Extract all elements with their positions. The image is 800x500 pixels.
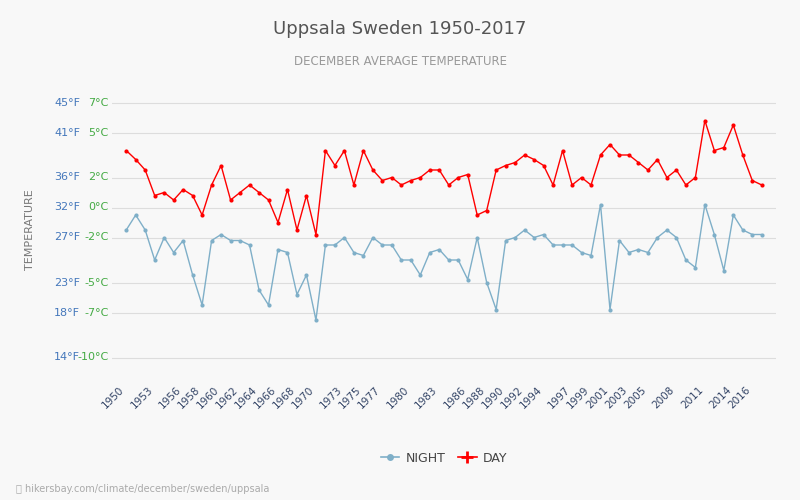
Text: 32°F: 32°F (54, 202, 80, 212)
Text: DECEMBER AVERAGE TEMPERATURE: DECEMBER AVERAGE TEMPERATURE (294, 55, 506, 68)
Text: 36°F: 36°F (54, 172, 80, 182)
Text: 2°C: 2°C (88, 172, 109, 182)
Text: -2°C: -2°C (84, 232, 109, 242)
Text: 45°F: 45°F (54, 98, 80, 108)
Text: ⭐ hikersbay.com/climate/december/sweden/uppsala: ⭐ hikersbay.com/climate/december/sweden/… (16, 484, 270, 494)
Text: 5°C: 5°C (89, 128, 109, 138)
Text: 41°F: 41°F (54, 128, 80, 138)
Legend: NIGHT, DAY: NIGHT, DAY (375, 447, 513, 470)
Y-axis label: TEMPERATURE: TEMPERATURE (25, 190, 35, 270)
Text: 27°F: 27°F (54, 232, 80, 242)
Text: -7°C: -7°C (84, 308, 109, 318)
Text: 7°C: 7°C (88, 98, 109, 108)
Text: 23°F: 23°F (54, 278, 80, 287)
Text: -10°C: -10°C (78, 352, 109, 362)
Text: 14°F: 14°F (54, 352, 80, 362)
Text: 0°C: 0°C (89, 202, 109, 212)
Text: -5°C: -5°C (85, 278, 109, 287)
Text: 18°F: 18°F (54, 308, 80, 318)
Text: Uppsala Sweden 1950-2017: Uppsala Sweden 1950-2017 (274, 20, 526, 38)
